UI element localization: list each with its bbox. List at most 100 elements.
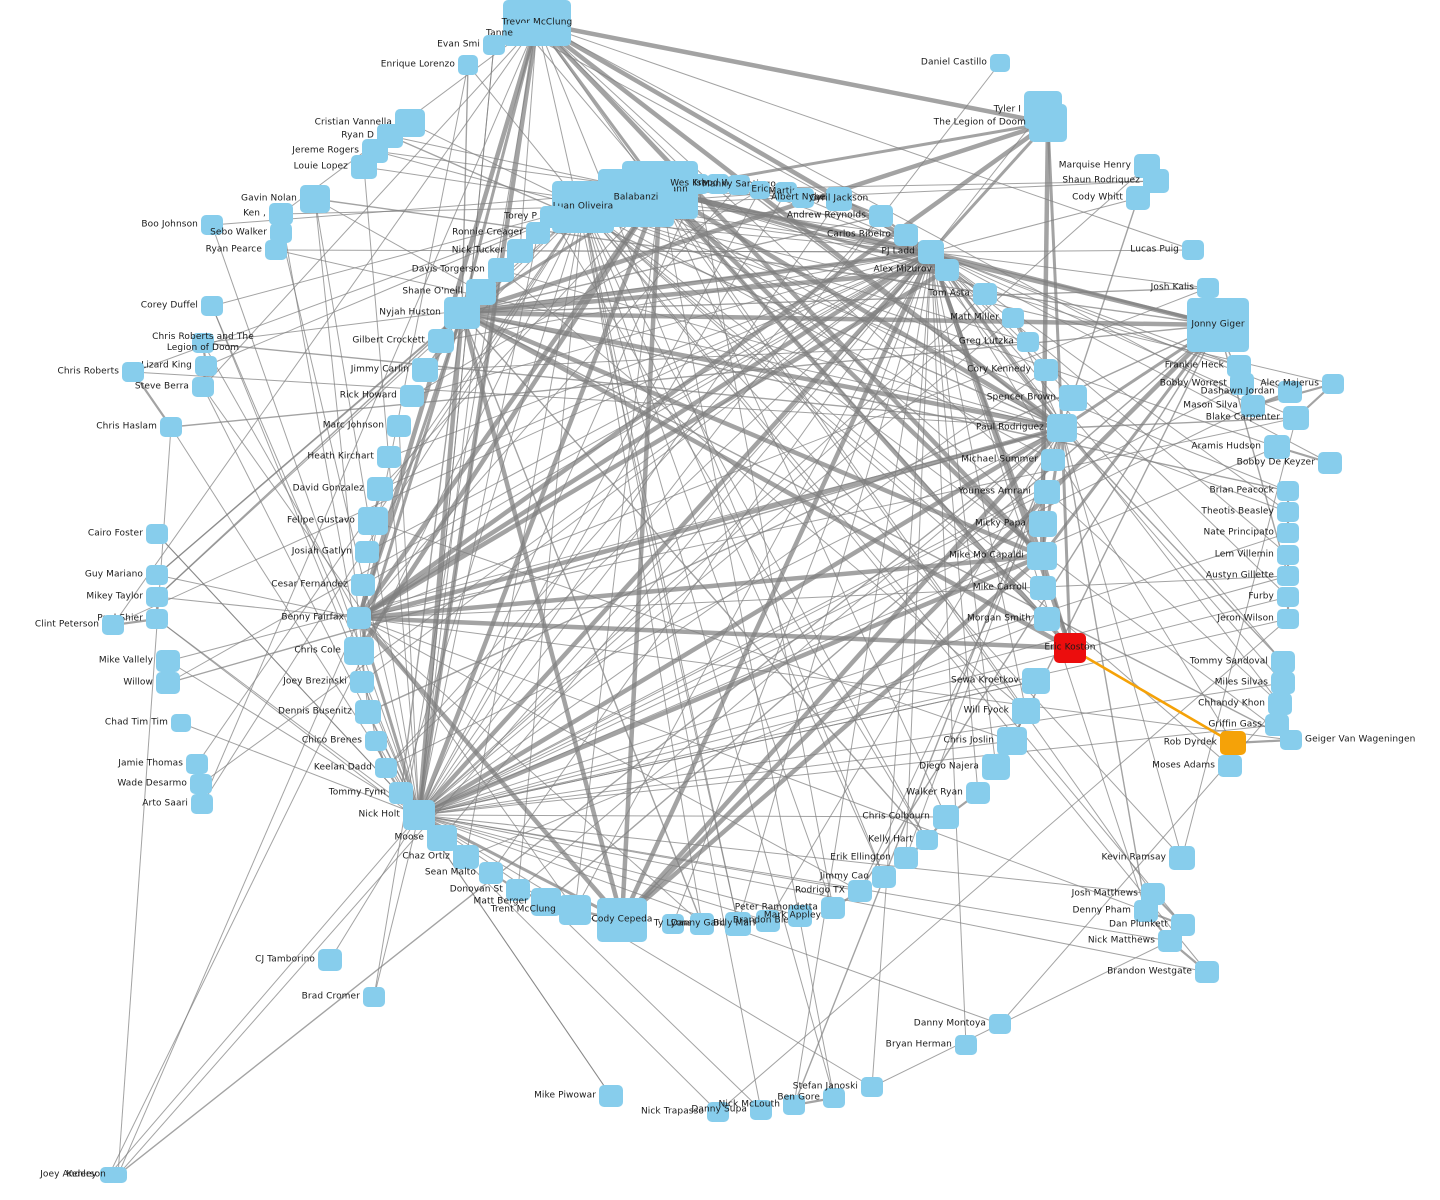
- graph-node[interactable]: [160, 417, 182, 437]
- graph-node[interactable]: [1034, 607, 1060, 631]
- graph-node[interactable]: [1277, 481, 1299, 501]
- graph-node[interactable]: [351, 155, 377, 179]
- graph-node[interactable]: [389, 782, 413, 804]
- graph-node[interactable]: [1134, 900, 1158, 922]
- graph-node[interactable]: [1030, 576, 1056, 600]
- graph-node[interactable]: [358, 507, 388, 535]
- graph-node[interactable]: [102, 615, 124, 635]
- graph-node[interactable]: [347, 607, 371, 629]
- graph-node[interactable]: [792, 188, 814, 208]
- graph-node[interactable]: [1277, 502, 1299, 522]
- graph-node[interactable]: [531, 888, 561, 916]
- graph-node[interactable]: [146, 524, 168, 544]
- graph-node[interactable]: [1012, 698, 1040, 724]
- graph-node[interactable]: [894, 224, 918, 246]
- graph-node[interactable]: [997, 727, 1027, 755]
- graph-node[interactable]: [367, 477, 393, 501]
- graph-node[interactable]: [265, 240, 287, 260]
- graph-node[interactable]: [269, 203, 293, 225]
- graph-node[interactable]: [109, 1167, 127, 1183]
- graph-node[interactable]: [982, 754, 1010, 780]
- graph-node[interactable]: [1268, 693, 1292, 715]
- graph-node[interactable]: [1283, 406, 1309, 430]
- graph-node[interactable]: [1264, 435, 1290, 459]
- graph-node[interactable]: [1271, 651, 1295, 673]
- graph-node[interactable]: [1277, 523, 1299, 543]
- graph-node[interactable]: [990, 54, 1010, 72]
- graph-node[interactable]: [1220, 731, 1246, 755]
- graph-node[interactable]: [122, 362, 144, 382]
- graph-node[interactable]: [387, 415, 411, 437]
- graph-node[interactable]: [516, 23, 540, 45]
- graph-node[interactable]: [195, 356, 217, 376]
- graph-node[interactable]: [1241, 395, 1265, 417]
- graph-node[interactable]: [989, 1014, 1011, 1034]
- graph-node[interactable]: [966, 782, 990, 804]
- graph-node[interactable]: [191, 794, 213, 814]
- graph-node[interactable]: [973, 283, 997, 305]
- graph-node[interactable]: [1002, 308, 1024, 328]
- graph-node[interactable]: [1277, 566, 1299, 586]
- graph-node[interactable]: [1277, 609, 1299, 629]
- graph-node[interactable]: [318, 949, 342, 971]
- graph-node[interactable]: [1047, 414, 1077, 442]
- graph-node[interactable]: [1141, 883, 1165, 905]
- graph-node[interactable]: [192, 333, 214, 353]
- graph-node[interactable]: [344, 637, 374, 665]
- graph-node[interactable]: [1034, 480, 1060, 504]
- graph-node[interactable]: [1029, 104, 1067, 142]
- graph-node[interactable]: [750, 181, 770, 199]
- graph-node[interactable]: [916, 830, 938, 850]
- graph-node[interactable]: [756, 910, 780, 932]
- graph-node[interactable]: [1322, 374, 1344, 394]
- graph-node[interactable]: [363, 987, 385, 1007]
- graph-node[interactable]: [1059, 385, 1087, 411]
- graph-node[interactable]: [1034, 359, 1058, 381]
- graph-node[interactable]: [365, 731, 387, 751]
- graph-node[interactable]: [377, 446, 401, 468]
- graph-node[interactable]: [1041, 449, 1065, 471]
- graph-node[interactable]: [821, 897, 845, 919]
- graph-node[interactable]: [1227, 355, 1251, 377]
- graph-node[interactable]: [146, 565, 168, 585]
- graph-node[interactable]: [869, 205, 893, 227]
- graph-node[interactable]: [725, 912, 751, 936]
- graph-node[interactable]: [687, 174, 709, 194]
- graph-node[interactable]: [146, 609, 168, 629]
- graph-node[interactable]: [458, 55, 478, 75]
- graph-node[interactable]: [775, 182, 797, 202]
- graph-node[interactable]: [788, 905, 812, 927]
- graph-node[interactable]: [351, 574, 375, 596]
- graph-node[interactable]: [1187, 298, 1249, 352]
- graph-node[interactable]: [894, 847, 918, 869]
- graph-node[interactable]: [156, 650, 180, 672]
- graph-node[interactable]: [662, 914, 684, 934]
- graph-node[interactable]: [1318, 452, 1342, 474]
- graph-node[interactable]: [1022, 668, 1050, 694]
- graph-node[interactable]: [690, 913, 714, 935]
- graph-node[interactable]: [156, 672, 180, 694]
- graph-node[interactable]: [146, 587, 168, 607]
- graph-node[interactable]: [707, 174, 729, 194]
- graph-node[interactable]: [1277, 587, 1299, 607]
- graph-node[interactable]: [186, 754, 208, 774]
- graph-node[interactable]: [1195, 961, 1219, 983]
- graph-node[interactable]: [190, 774, 212, 794]
- graph-node[interactable]: [1158, 930, 1182, 952]
- graph-node[interactable]: [728, 175, 750, 195]
- graph-node[interactable]: [599, 1085, 623, 1107]
- graph-node[interactable]: [872, 866, 896, 888]
- graph-node[interactable]: [526, 222, 550, 244]
- graph-node[interactable]: [427, 825, 457, 851]
- graph-node[interactable]: [935, 259, 959, 281]
- graph-node[interactable]: [707, 1102, 729, 1122]
- graph-node[interactable]: [848, 880, 872, 902]
- graph-node[interactable]: [1230, 373, 1254, 395]
- graph-node[interactable]: [1169, 846, 1195, 870]
- graph-node[interactable]: [479, 862, 503, 884]
- graph-node[interactable]: [597, 898, 647, 942]
- graph-node[interactable]: [453, 845, 479, 869]
- graph-node[interactable]: [488, 258, 514, 282]
- graph-node[interactable]: [300, 185, 330, 213]
